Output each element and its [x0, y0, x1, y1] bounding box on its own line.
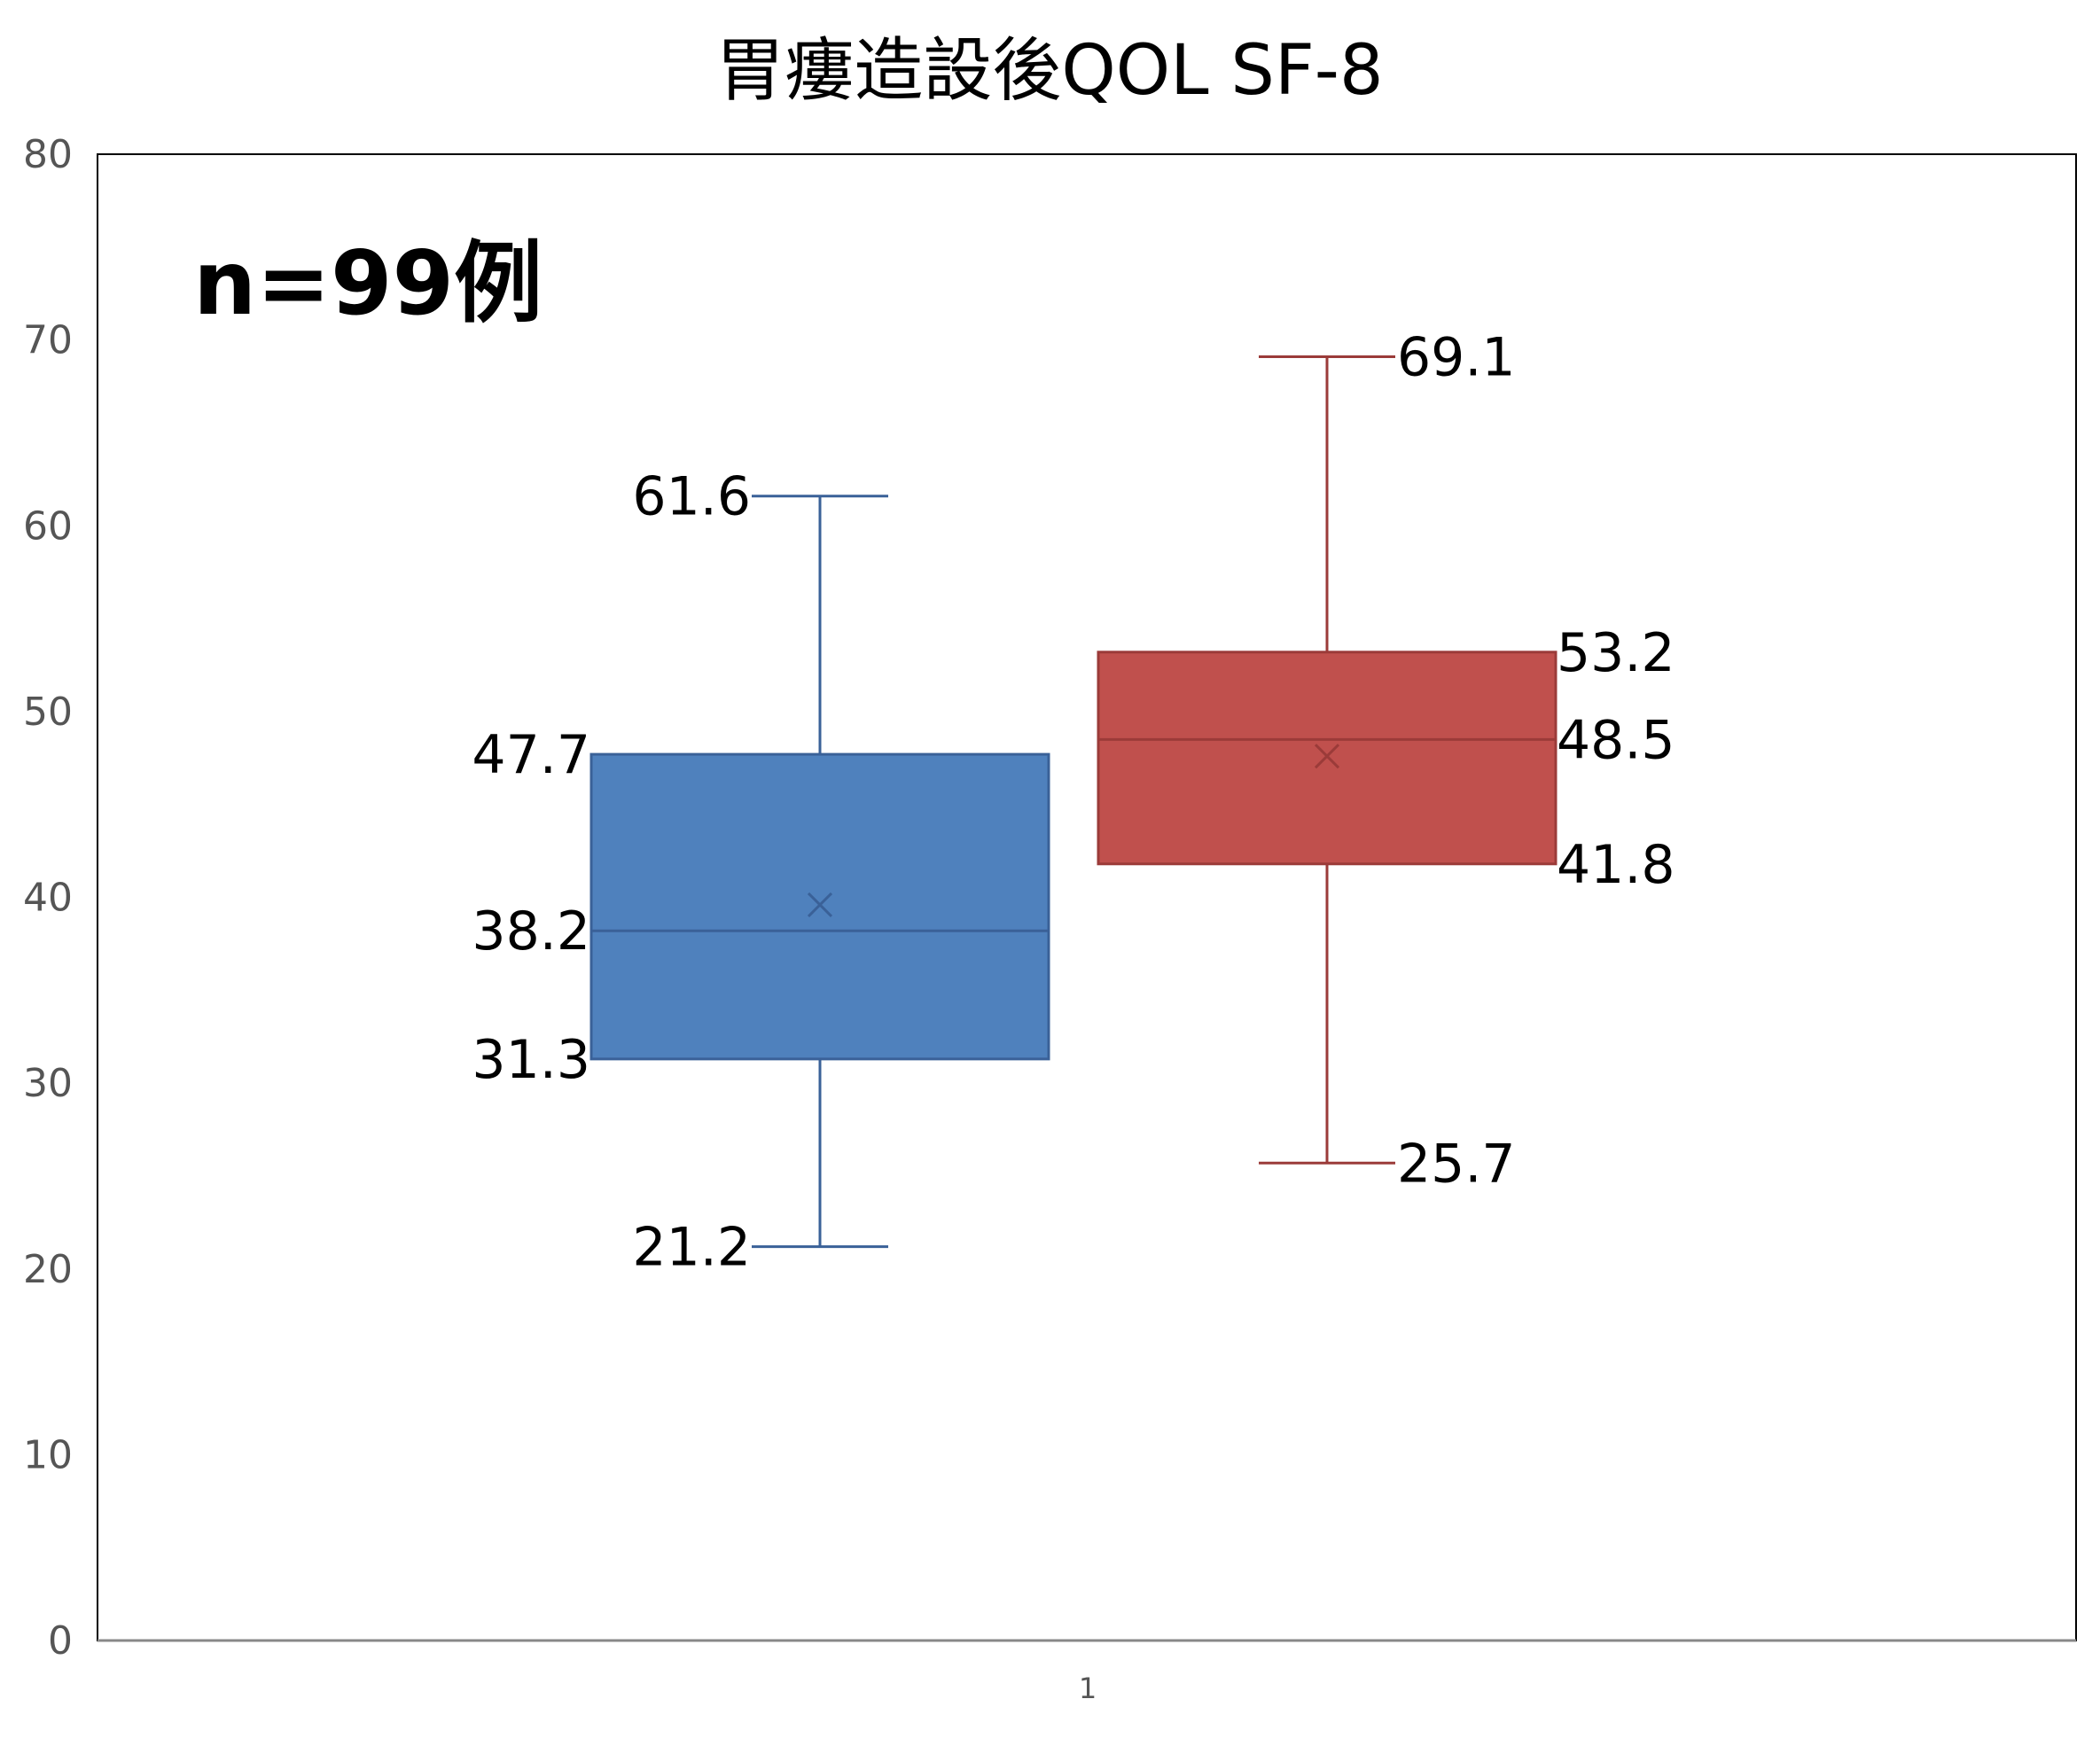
- data-label-min: 21.2: [632, 1217, 751, 1279]
- x-tick-label: 1: [1079, 1672, 1097, 1705]
- y-tick-label: 30: [23, 1061, 73, 1106]
- y-tick-label: 60: [23, 503, 73, 549]
- plot-area-frame: [97, 153, 2077, 1641]
- data-label-q3: 47.7: [472, 724, 590, 786]
- y-tick-label: 80: [23, 132, 73, 177]
- mean-marker: [1314, 744, 1340, 769]
- y-tick-label: 20: [23, 1247, 73, 1292]
- mean-marker-stroke: [1314, 744, 1340, 769]
- y-axis-ticks: 0 10 20 30 40 50 60 70 80: [23, 132, 73, 1664]
- y-tick-label: 70: [23, 318, 73, 363]
- mean-marker-stroke: [807, 892, 833, 917]
- data-label-q3: 53.2: [1557, 622, 1675, 684]
- box-series-2: 69.1 53.2 48.5 41.8 25.7: [1097, 326, 1675, 1195]
- box-series-group: 61.6 47.7 38.2 31.3 21.2 69.1 53.2 48.5 41.8 25.7: [472, 326, 1675, 1278]
- data-label-max: 69.1: [1397, 326, 1516, 388]
- y-tick-label: 50: [23, 690, 73, 735]
- y-tick-label: 40: [23, 876, 73, 921]
- data-label-q1: 41.8: [1557, 834, 1675, 896]
- data-label-q1: 31.3: [472, 1029, 590, 1091]
- mean-marker: [807, 892, 833, 917]
- chart-title: 胃瘻造設後QOL SF-8: [715, 31, 1383, 111]
- sample-size-annotation: n=99例: [193, 231, 543, 335]
- y-tick-label: 10: [23, 1432, 73, 1477]
- data-label-median: 48.5: [1557, 709, 1675, 771]
- data-label-max: 61.6: [632, 466, 751, 528]
- data-label-median: 38.2: [472, 900, 590, 963]
- data-label-min: 25.7: [1397, 1133, 1516, 1195]
- y-tick-label: 0: [48, 1618, 73, 1664]
- box-series-1: 61.6 47.7 38.2 31.3 21.2: [472, 466, 1050, 1279]
